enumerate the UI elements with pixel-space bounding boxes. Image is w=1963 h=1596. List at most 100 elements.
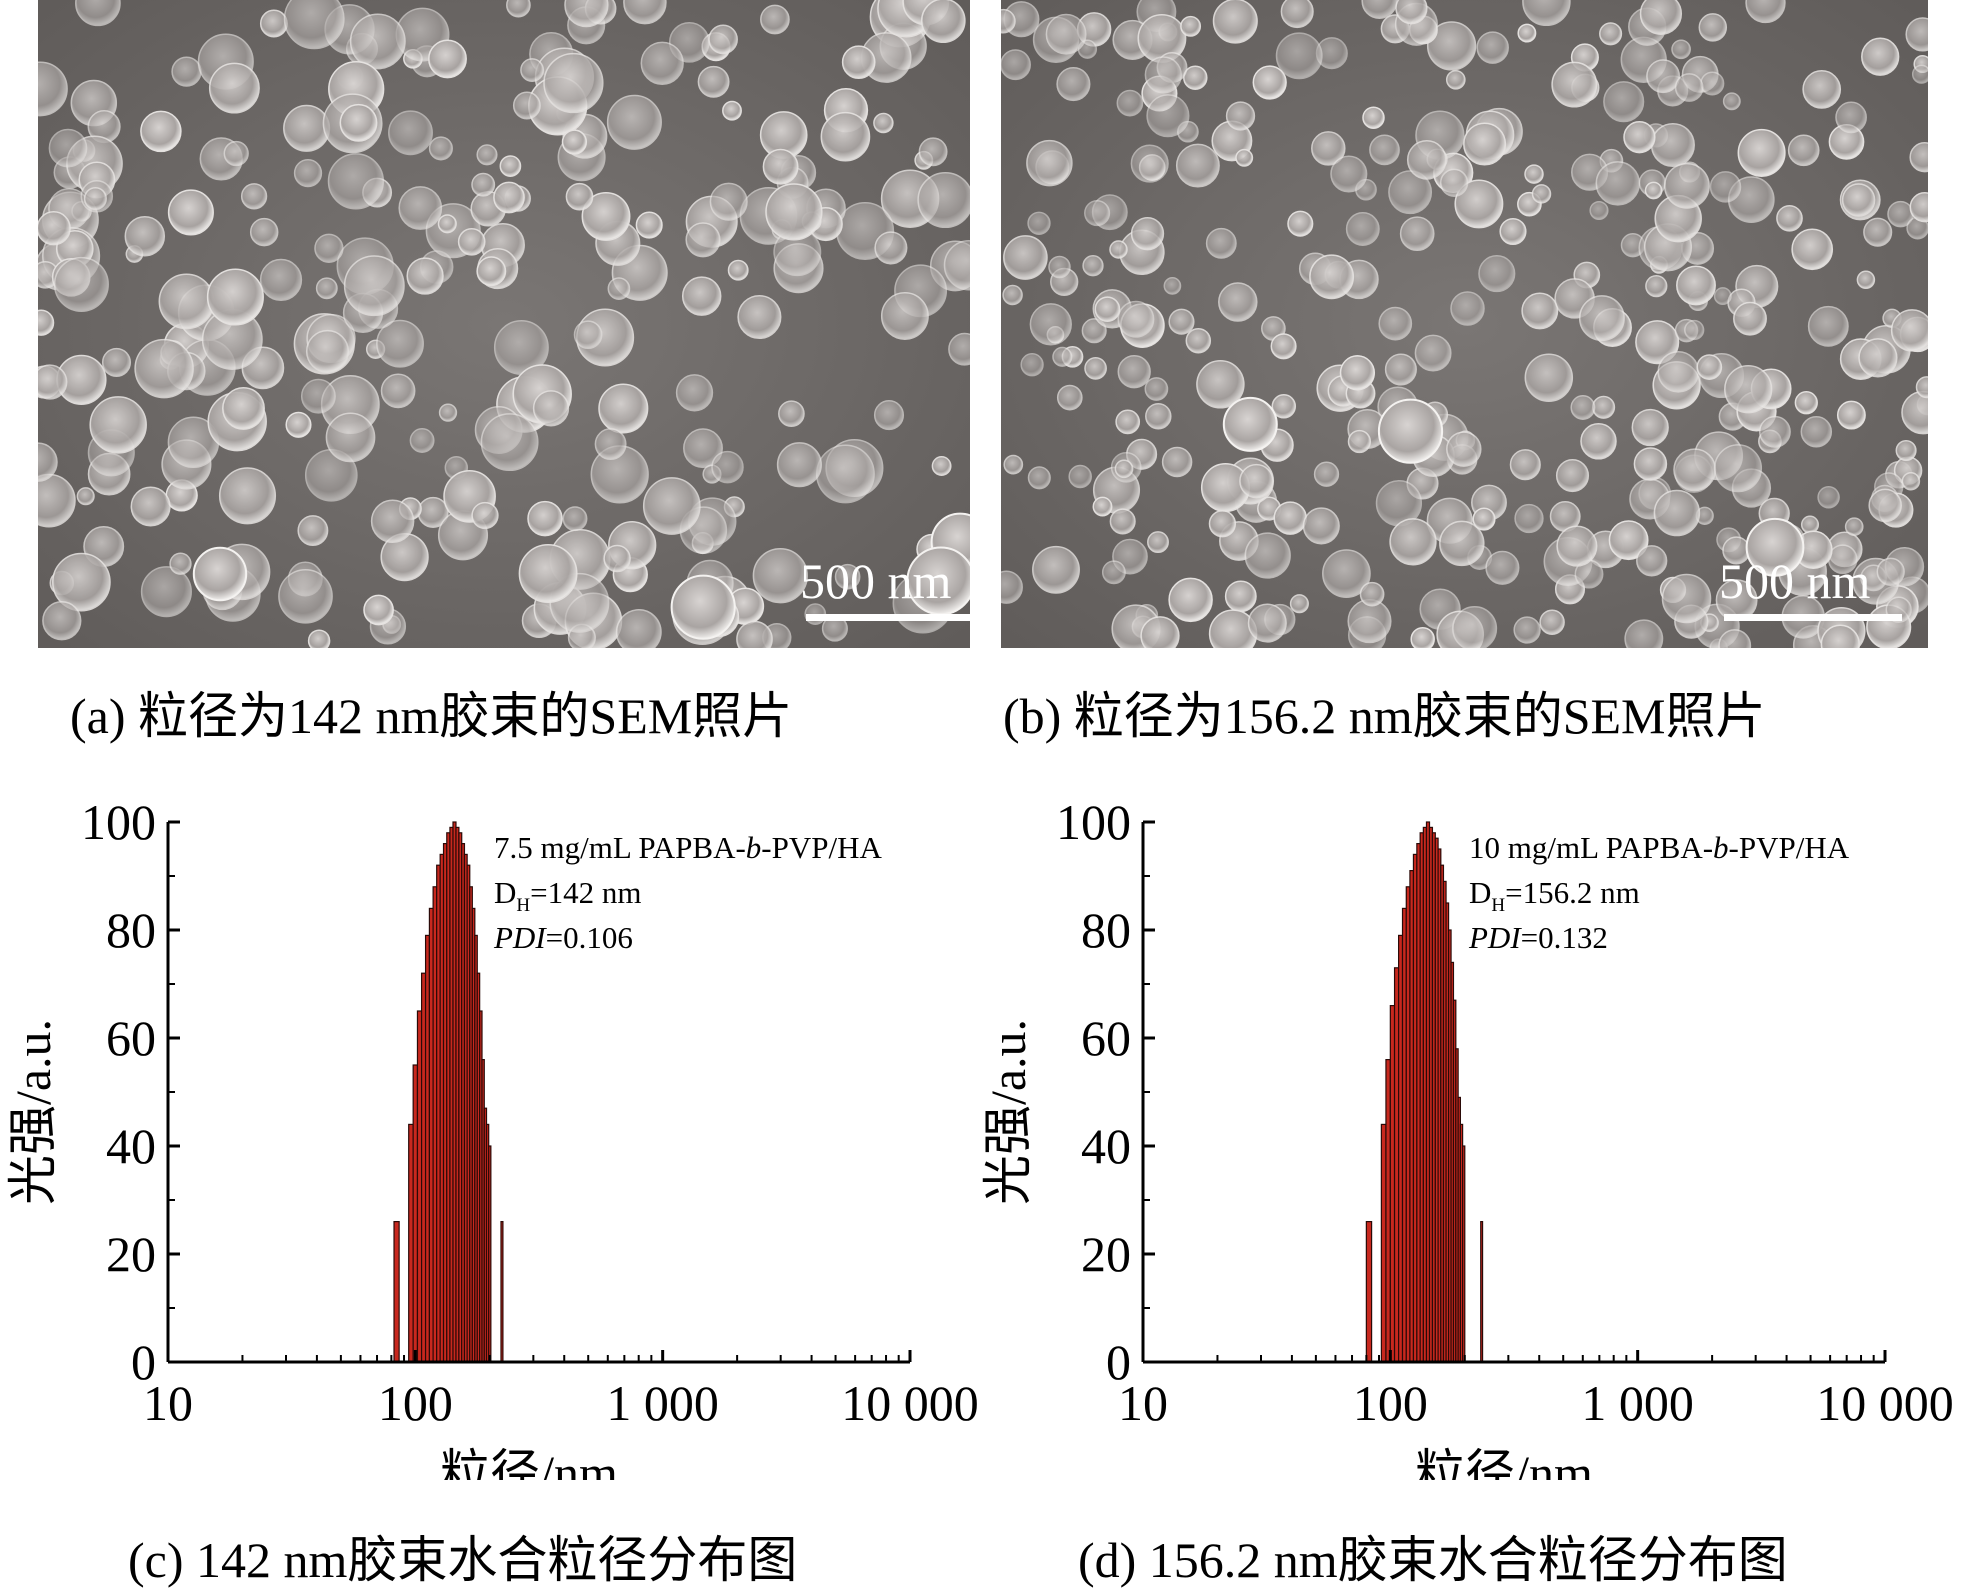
sem-particle: [1608, 520, 1649, 561]
sem-particle: [1635, 320, 1680, 365]
sem-particle: [1414, 334, 1452, 372]
sem-particle: [124, 215, 166, 257]
sem-particle: [1698, 13, 1728, 42]
sem-particle: [380, 373, 416, 409]
sem-particle: [1027, 211, 1051, 235]
sem-particle: [325, 412, 376, 463]
sem-particle: [259, 9, 288, 38]
sem-particle: [1671, 39, 1691, 60]
sem-particle: [1212, 0, 1258, 44]
sem-particle: [1450, 291, 1485, 326]
sem-particle: [38, 309, 55, 336]
sem-particle: [1531, 184, 1552, 204]
sem-particle: [527, 500, 563, 537]
sem-particle: [1485, 550, 1520, 585]
sem-particle: [1244, 532, 1291, 579]
sem-particle: [1339, 355, 1376, 391]
sem-particle: [873, 112, 894, 134]
sem-particle: [300, 378, 336, 414]
sem-particle: [1147, 531, 1169, 554]
y-tick-label: 80: [106, 902, 156, 958]
sem-particle: [1384, 353, 1417, 386]
bar: [1462, 1145, 1466, 1363]
sem-particle: [158, 273, 215, 330]
sem-particle: [1787, 134, 1820, 167]
sem-particle: [1144, 377, 1169, 401]
sem-particle: [1646, 59, 1681, 94]
sem-particle: [874, 231, 908, 265]
y-tick-label: 0: [1106, 1334, 1131, 1390]
sem-particle: [1330, 155, 1368, 193]
sem-particle: [1289, 594, 1309, 614]
sem-particle: [1196, 360, 1245, 409]
x-tick-label: 10 000: [1816, 1375, 1954, 1431]
sem-particle: [543, 52, 604, 114]
sem-particle: [130, 486, 171, 527]
sem-particle: [506, 0, 531, 18]
annotation-pdi: PDI=0.106: [493, 920, 633, 955]
sem-particle: [1117, 355, 1151, 389]
sem-particle: [1395, 0, 1428, 25]
sem-particle: [1109, 240, 1128, 259]
sem-particle: [1657, 350, 1700, 393]
sem-particle: [917, 171, 970, 229]
sem-particle: [1909, 142, 1928, 173]
sem-particle: [1551, 61, 1598, 108]
y-tick-label: 60: [1081, 1010, 1131, 1066]
bars: [393, 821, 504, 1363]
sem-particle: [1163, 277, 1182, 295]
sem-particle: [370, 499, 415, 544]
sem-particle: [1082, 255, 1104, 277]
sem-particle: [598, 383, 649, 434]
sem-particle: [1800, 416, 1833, 448]
sem-particle: [1802, 70, 1842, 109]
sem-particle: [1322, 549, 1371, 598]
sem-particle: [1472, 507, 1496, 531]
sem-particle: [48, 128, 88, 168]
sem-particle: [1644, 181, 1663, 200]
sem-particle: [406, 257, 444, 295]
sem-particle: [1180, 15, 1202, 37]
sem-particle: [1791, 228, 1834, 271]
sem-particle: [561, 129, 588, 155]
sem-particle: [327, 153, 385, 210]
sem-particle: [1452, 606, 1498, 648]
bar: [1393, 967, 1400, 1363]
sem-particle: [1807, 305, 1849, 347]
sem-particle: [1639, 0, 1683, 35]
sem-particle: [218, 467, 277, 525]
sem-particle: [1509, 449, 1541, 481]
sem-particle: [1161, 446, 1193, 478]
sem-particle: [1556, 525, 1598, 567]
bar: [1365, 1221, 1373, 1363]
sem-particle: [1377, 398, 1444, 464]
sem-particle: [778, 400, 805, 428]
sem-particle: [457, 227, 486, 256]
sem-particle: [493, 181, 525, 214]
y-tick-label: 40: [1081, 1118, 1131, 1174]
sem-particle: [1081, 318, 1107, 344]
annotation-pdi: PDI=0.132: [1468, 920, 1608, 955]
sem-particle: [438, 403, 458, 422]
sem-particle: [1522, 0, 1571, 27]
sem-particle: [1302, 507, 1340, 545]
sem-particle: [1145, 402, 1172, 430]
sem-particle: [140, 566, 192, 618]
sem-particle: [1476, 31, 1509, 64]
sem-particle: [1863, 217, 1893, 247]
sem-particle: [471, 172, 496, 197]
sem-particle: [1841, 183, 1876, 217]
y-axis-label: 光强/a.u.: [5, 1019, 61, 1205]
sem-particle: [1794, 391, 1818, 415]
sem-particle: [1032, 545, 1080, 594]
x-tick-label: 10: [143, 1375, 193, 1431]
sem-particle: [1517, 23, 1537, 43]
x-tick-label: 100: [1353, 1375, 1428, 1431]
sem-particle: [675, 374, 714, 412]
sem-particle: [1001, 570, 1023, 604]
sem-particle: [683, 428, 723, 469]
y-tick-label: 20: [106, 1226, 156, 1282]
sem-particle: [709, 182, 748, 221]
sem-particle: [1026, 139, 1073, 187]
sem-particle: [409, 428, 435, 453]
